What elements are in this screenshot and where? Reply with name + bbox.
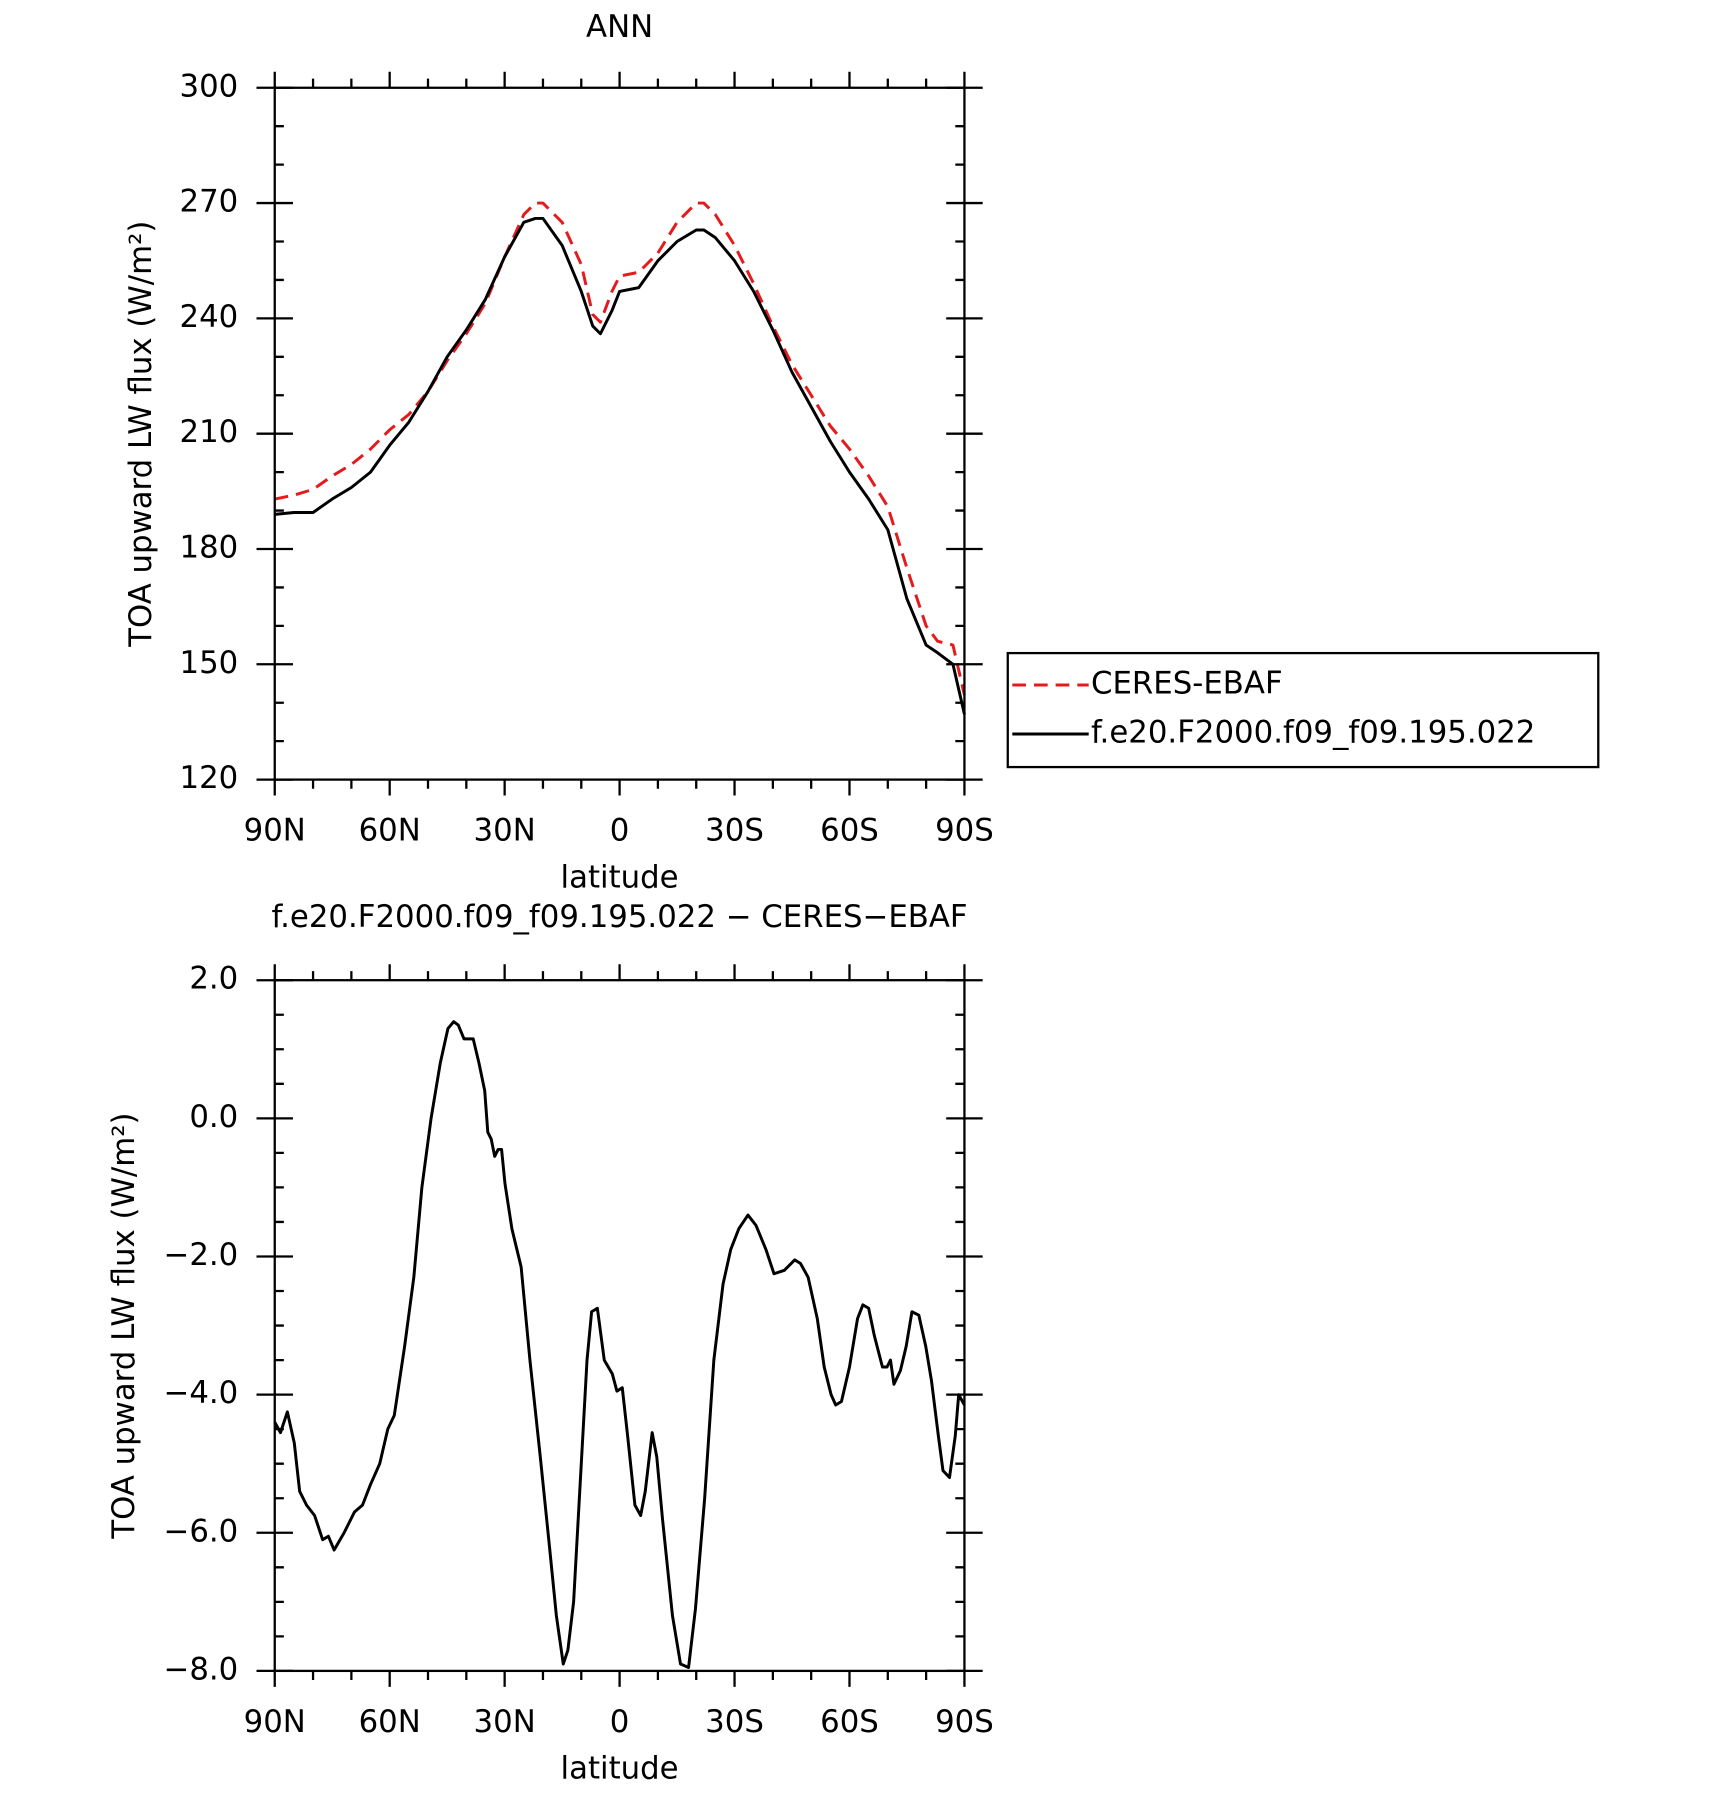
y-tick-label: 270 <box>180 184 239 220</box>
chart-title: f.e20.F2000.f09_f09.195.022 − CERES−EBAF <box>272 899 968 935</box>
data-line <box>274 216 966 715</box>
x-tick-label: 60S <box>820 1704 879 1740</box>
legend-label: CERES-EBAF <box>1091 666 1283 702</box>
y-tick-label: −4.0 <box>164 1375 239 1411</box>
x-tick-label: 90N <box>244 813 306 849</box>
x-tick-label: 30S <box>705 813 764 849</box>
data-line <box>273 1020 966 1669</box>
x-tick-label: 30N <box>474 813 536 849</box>
y-tick-label: 180 <box>180 529 239 565</box>
y-tick-label: −8.0 <box>164 1651 239 1687</box>
x-tick-label: 0 <box>610 813 630 849</box>
y-tick-label: 150 <box>180 645 239 681</box>
y-tick-label: 300 <box>180 68 239 104</box>
x-tick-label: 0 <box>610 1704 630 1740</box>
legend-label: f.e20.F2000.f09_f09.195.022 <box>1091 715 1535 751</box>
y-tick-label: 120 <box>180 760 239 796</box>
x-axis-label: latitude <box>561 859 679 895</box>
x-tick-label: 90S <box>935 813 994 849</box>
y-tick-label: 210 <box>180 414 239 450</box>
y-tick-label: −2.0 <box>164 1237 239 1273</box>
plot-frame <box>273 86 966 781</box>
x-tick-label: 60N <box>359 1704 421 1740</box>
data-line <box>274 201 966 696</box>
y-axis-label: TOA upward LW flux (W/m²) <box>123 221 159 648</box>
x-tick-label: 30N <box>474 1704 536 1740</box>
y-tick-label: 0.0 <box>189 1099 238 1135</box>
y-tick-label: 2.0 <box>189 961 238 997</box>
x-tick-label: 90N <box>244 1704 306 1740</box>
chart-title: ANN <box>586 9 653 45</box>
y-axis-label: TOA upward LW flux (W/m²) <box>106 1112 142 1539</box>
x-axis-label: latitude <box>561 1751 679 1787</box>
x-tick-label: 30S <box>705 1704 764 1740</box>
legend-box <box>1006 651 1600 769</box>
x-tick-label: 60S <box>820 813 879 849</box>
x-tick-label: 90S <box>935 1704 994 1740</box>
x-tick-label: 60N <box>359 813 421 849</box>
plot-frame <box>273 979 966 1673</box>
y-tick-label: −6.0 <box>164 1513 239 1549</box>
y-tick-label: 240 <box>180 299 239 335</box>
